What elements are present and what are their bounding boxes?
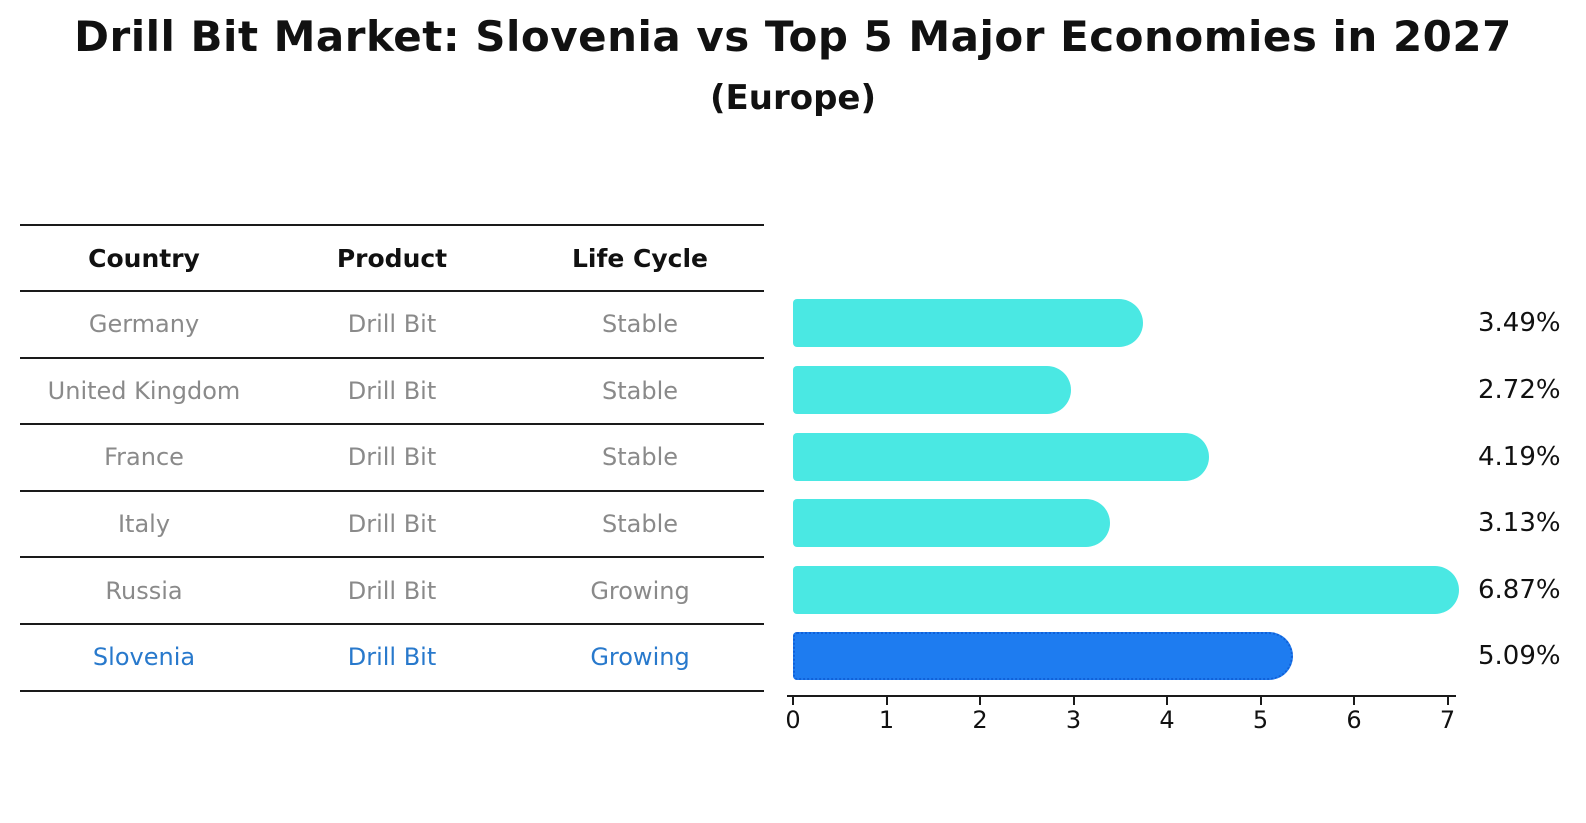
bar-value-label: 3.13% [1478,508,1561,539]
bar-germany [793,299,1144,348]
row-life-cycle: Growing [590,576,690,605]
table-header-row: Country Product Life Cycle [20,226,764,292]
x-axis-line [787,695,1456,697]
row-product: Drill Bit [347,643,437,672]
x-axis-tick-label: 1 [878,706,895,734]
x-axis-tick-label: 5 [1252,706,1269,734]
table-row: Italy Drill Bit Stable [20,492,764,559]
row-life-cycle: Stable [601,443,679,472]
row-country: United Kingdom [47,376,241,405]
table-header-life-cycle: Life Cycle [571,243,709,273]
table-row: Russia Drill Bit Growing [20,558,764,625]
row-country: Russia [105,576,183,605]
x-axis-tick-label: 0 [785,706,801,734]
x-axis-tick-mark [979,697,981,705]
table-row: Germany Drill Bit Stable [20,292,764,359]
x-axis-tick-mark [1259,697,1262,705]
x-axis-tick-label: 4 [1159,706,1175,734]
x-axis-tick-label: 6 [1346,706,1362,734]
row-country: Slovenia [92,643,196,672]
row-country: France [104,443,184,472]
row-country: Italy [117,510,171,539]
bar-value-label: 6.87% [1478,574,1561,605]
table-row: France Drill Bit Stable [20,425,764,492]
bar-value-label: 2.72% [1478,374,1561,405]
x-axis-tick-label: 2 [972,706,988,734]
x-axis-tick-mark [1353,697,1355,705]
table-header-country: Country [88,243,200,273]
row-life-cycle: Stable [601,510,679,539]
bar-value-label: 3.49% [1478,308,1561,339]
x-axis-tick-label: 7 [1439,706,1456,734]
table-row: United Kingdom Drill Bit Stable [20,359,764,426]
row-life-cycle: Stable [601,310,679,339]
row-life-cycle: Stable [601,376,679,405]
bar-united-kingdom [793,365,1072,414]
table-body: Germany Drill Bit Stable United Kingdom Dril… [20,292,764,692]
row-product: Drill Bit [347,510,437,539]
bar-value-label: 5.09% [1478,641,1561,672]
x-axis-tick-mark [1166,697,1168,705]
x-axis-tick-mark [1072,697,1075,705]
x-axis-tick-label: 3 [1065,706,1082,734]
data-table: Country Product Life Cycle Germany Drill … [20,224,764,692]
row-country: Germany [88,310,200,339]
bar-highlight-slovenia [793,632,1293,681]
x-axis-tick-mark [885,697,888,705]
x-axis-tick-mark [1446,697,1449,705]
row-product: Drill Bit [347,310,437,339]
bar-france [793,432,1209,481]
table-header-product: Product [336,243,448,273]
x-axis-tick-mark [792,697,794,705]
row-product: Drill Bit [347,576,437,605]
row-product: Drill Bit [347,376,437,405]
chart-subtitle: (Europe) [709,78,877,118]
bar-russia [793,565,1460,614]
table-row: Slovenia Drill Bit Growing [20,625,764,692]
row-product: Drill Bit [347,443,437,472]
chart-title: Drill Bit Market: Slovenia vs Top 5 Majo… [74,12,1512,61]
bar-italy [793,499,1110,548]
bar-value-label: 4.19% [1478,441,1561,472]
row-life-cycle: Growing [590,643,690,672]
